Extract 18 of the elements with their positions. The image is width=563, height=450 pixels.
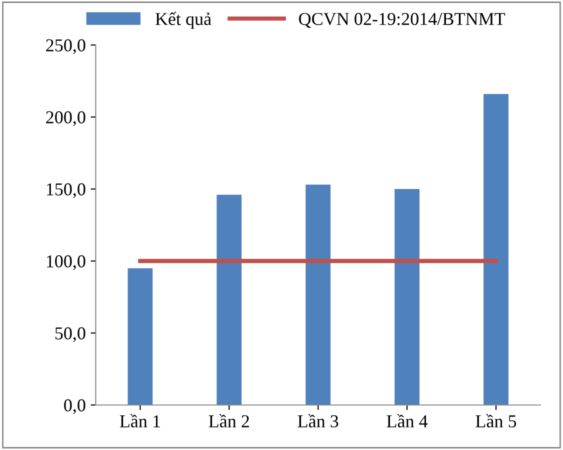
x-tick-label: Lần 2 — [208, 414, 249, 428]
y-tick-label: 100,0 — [46, 255, 86, 270]
y-tick-label: 150,0 — [46, 183, 86, 198]
bar — [394, 189, 420, 405]
x-tick-label: Lần 5 — [476, 414, 516, 428]
x-tick-label: Lần 1 — [120, 414, 160, 428]
legend-label: QCVN 02-19:2014/BTNMT — [298, 12, 506, 28]
bar — [216, 194, 242, 405]
y-tick-label: 200,0 — [46, 111, 86, 126]
x-tick-label: Lần 3 — [298, 414, 338, 428]
bar — [484, 94, 508, 405]
bar — [128, 268, 153, 405]
x-tick-label: Lần 4 — [386, 414, 428, 428]
y-tick-label: 50,0 — [55, 327, 86, 342]
y-tick-label: 0,0 — [64, 399, 86, 414]
y-tick-label: 250,0 — [46, 39, 86, 54]
bar — [306, 184, 331, 405]
legend-label: Kết quả — [155, 12, 212, 29]
